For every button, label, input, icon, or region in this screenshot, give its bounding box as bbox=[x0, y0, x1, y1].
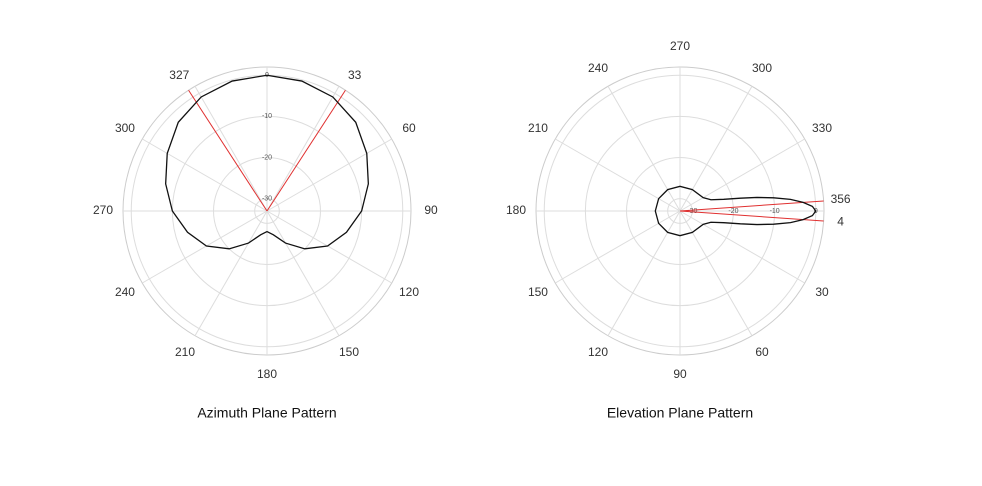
theta-tick-label: 210 bbox=[175, 345, 195, 359]
beamwidth-line bbox=[679, 210, 824, 222]
grid-spoke bbox=[142, 138, 268, 212]
theta-tick-label: 90 bbox=[424, 203, 438, 217]
r-tick-label: -10 bbox=[770, 208, 780, 215]
grid-spoke bbox=[555, 138, 681, 212]
grid-spoke bbox=[607, 86, 681, 212]
pattern-line bbox=[165, 74, 369, 250]
beamwidth-line bbox=[188, 89, 268, 212]
theta-tick-label: 270 bbox=[670, 39, 690, 53]
theta-tick-label: 330 bbox=[812, 121, 832, 135]
theta-tick-label: 120 bbox=[399, 285, 419, 299]
theta-tick-label: 180 bbox=[506, 203, 526, 217]
grid-spoke bbox=[266, 210, 392, 284]
grid-spoke bbox=[266, 210, 340, 336]
beamwidth-line bbox=[266, 89, 346, 212]
grid-spoke bbox=[607, 210, 681, 336]
grid-spoke bbox=[266, 86, 340, 212]
theta-tick-label: 150 bbox=[528, 285, 548, 299]
beamwidth-line bbox=[679, 200, 824, 212]
grid-spoke bbox=[679, 86, 753, 212]
grid-spoke bbox=[194, 210, 268, 336]
theta-tick-label: 240 bbox=[588, 61, 608, 75]
beamwidth-label: 33 bbox=[348, 68, 362, 82]
grid-spoke bbox=[679, 210, 753, 336]
r-tick-label: -30 bbox=[262, 196, 272, 203]
grid-spoke bbox=[142, 210, 268, 284]
theta-tick-label: 30 bbox=[815, 285, 829, 299]
r-tick-label: -30 bbox=[687, 208, 697, 215]
theta-tick-label: 270 bbox=[93, 203, 113, 217]
theta-tick-label: 60 bbox=[755, 345, 769, 359]
theta-tick-label: 240 bbox=[115, 285, 135, 299]
theta-tick-label: 60 bbox=[402, 121, 416, 135]
r-tick-label: -10 bbox=[262, 113, 272, 120]
beamwidth-label: 327 bbox=[169, 68, 189, 82]
grid-spoke bbox=[679, 138, 805, 212]
grid-spoke bbox=[266, 138, 392, 212]
beamwidth-label: 4 bbox=[837, 214, 844, 228]
pattern-line bbox=[654, 185, 817, 237]
grid-spoke bbox=[679, 210, 805, 284]
theta-tick-label: 210 bbox=[528, 121, 548, 135]
grid-spoke bbox=[555, 210, 681, 284]
chart-title: Elevation Plane Pattern bbox=[607, 405, 753, 421]
theta-tick-label: 300 bbox=[752, 61, 772, 75]
theta-tick-label: 120 bbox=[588, 345, 608, 359]
chart-title: Azimuth Plane Pattern bbox=[197, 405, 336, 421]
r-tick-label: -20 bbox=[262, 154, 272, 161]
grid-spoke bbox=[194, 86, 268, 212]
r-tick-label: -20 bbox=[728, 208, 738, 215]
theta-tick-label: 180 bbox=[257, 367, 277, 381]
theta-tick-label: 90 bbox=[673, 367, 687, 381]
theta-tick-label: 300 bbox=[115, 121, 135, 135]
beamwidth-label: 356 bbox=[831, 192, 851, 206]
theta-tick-label: 150 bbox=[339, 345, 359, 359]
